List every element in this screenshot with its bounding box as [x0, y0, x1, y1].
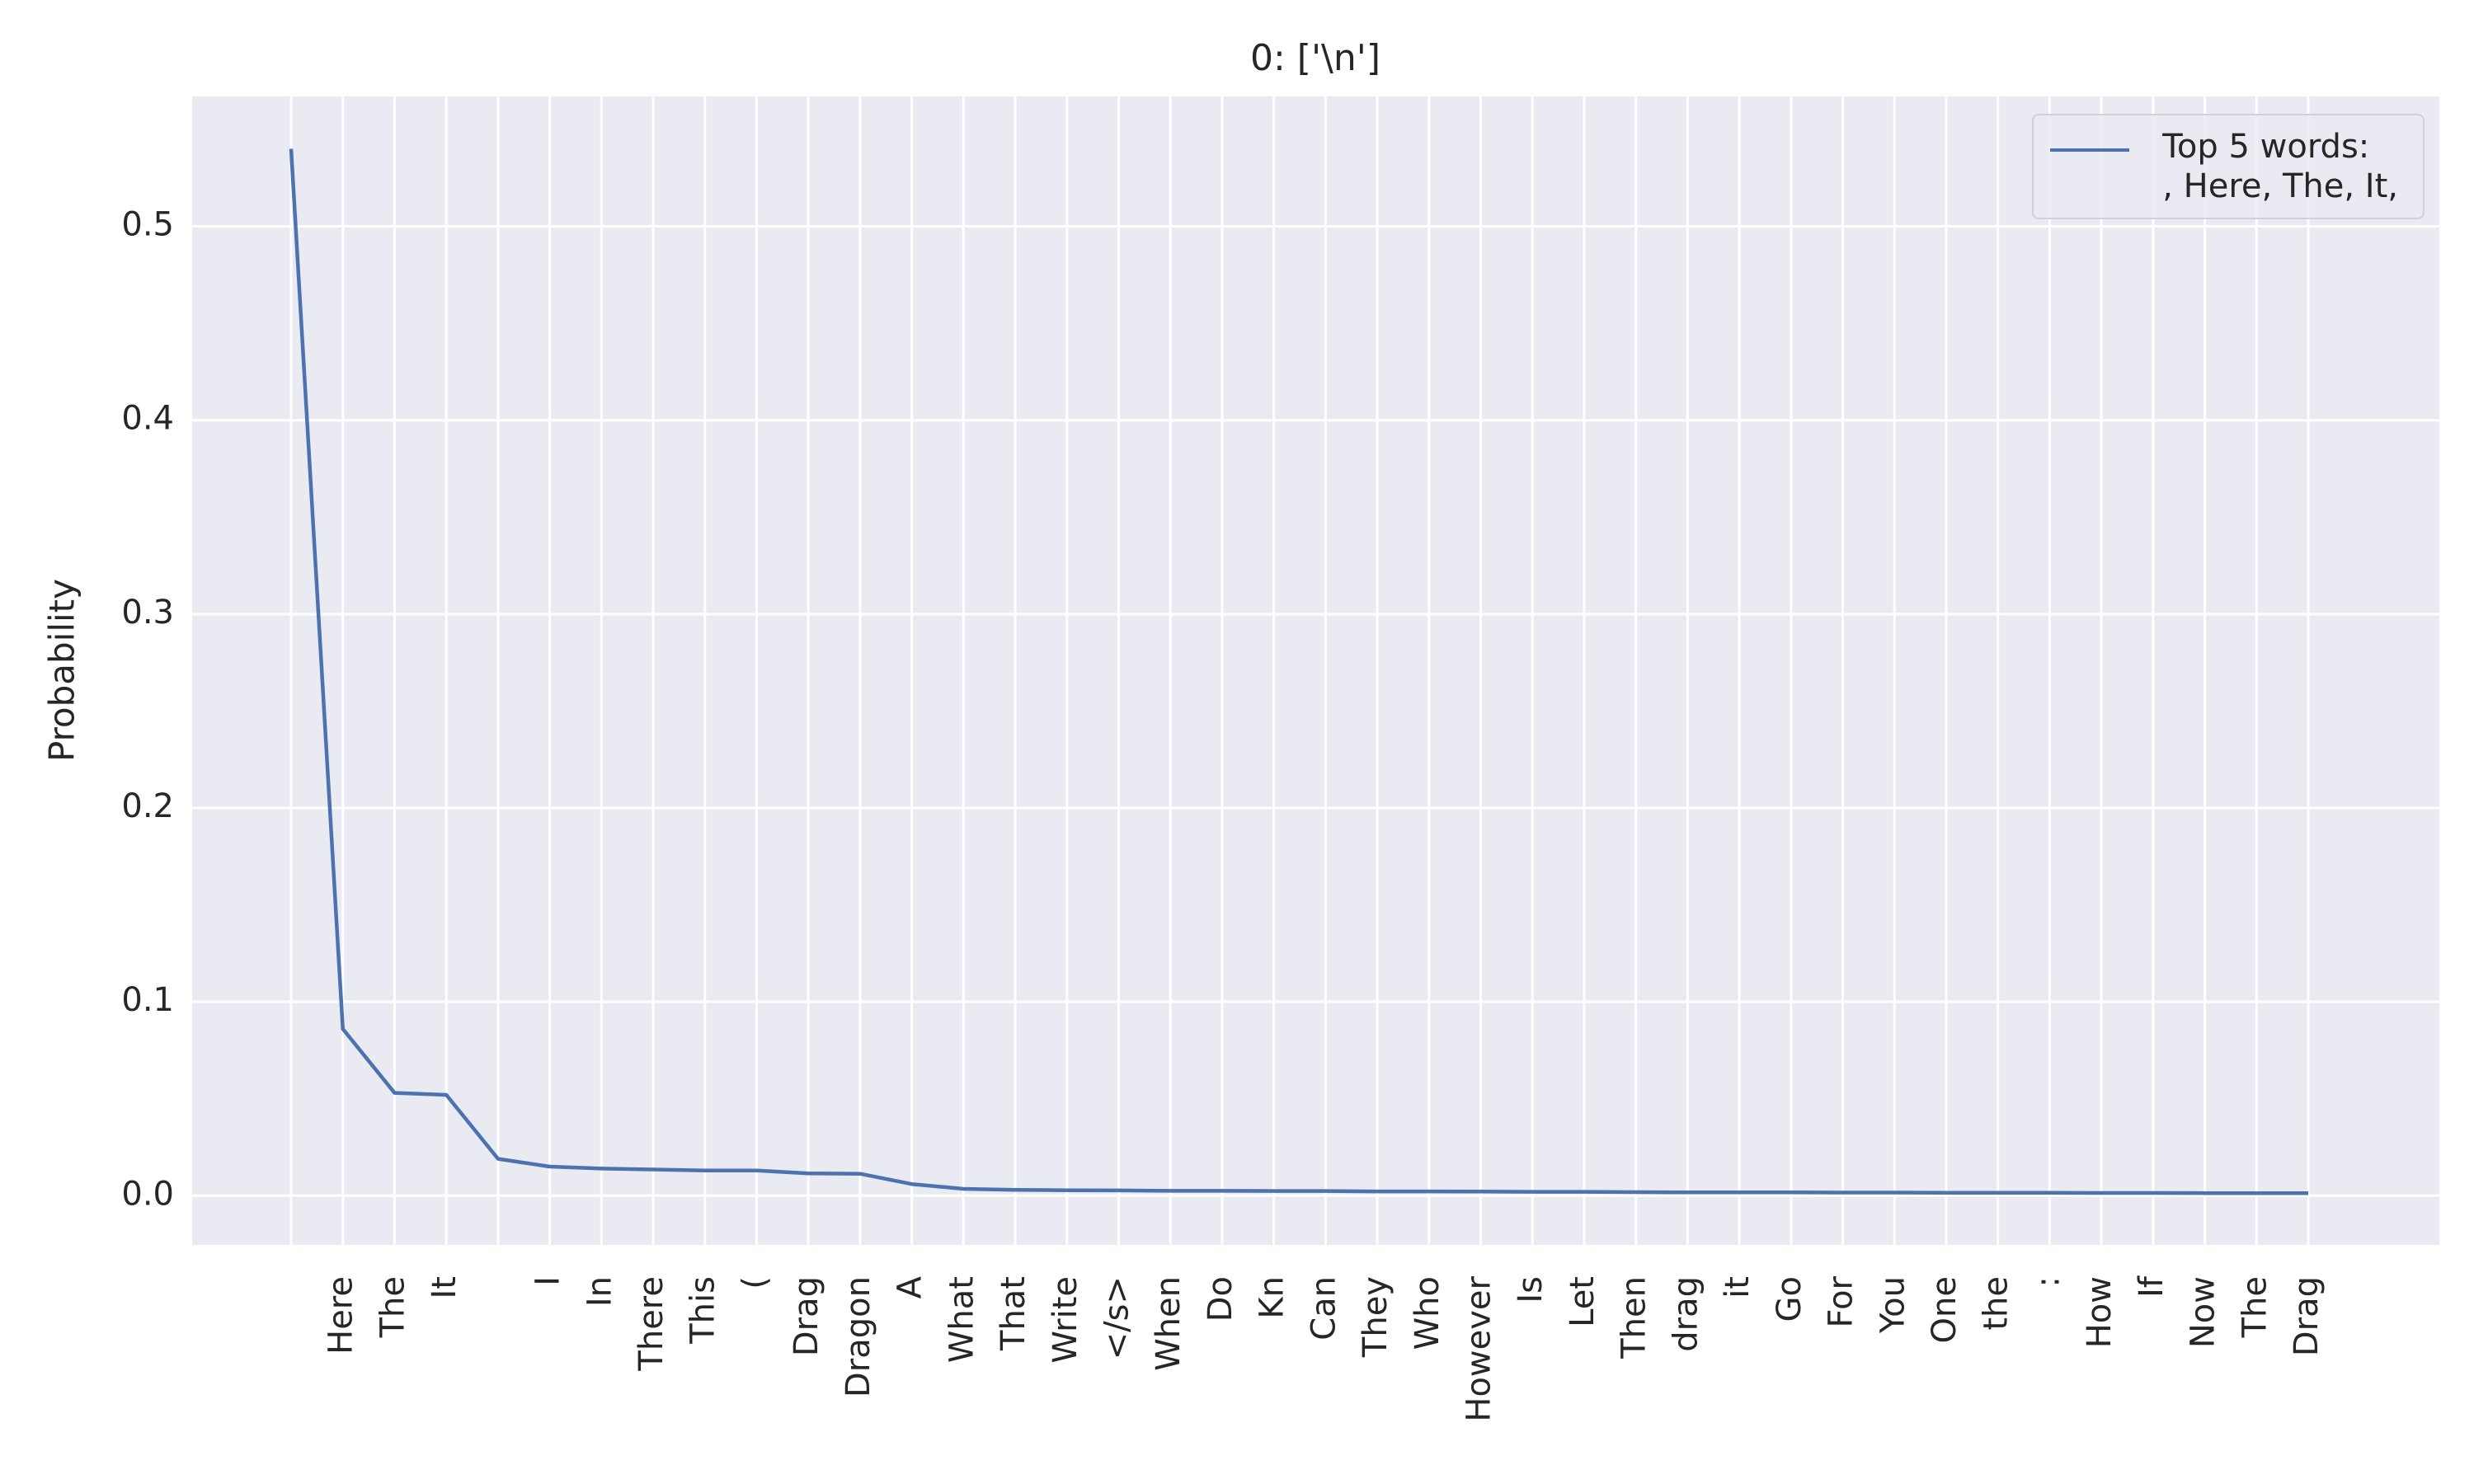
- x-tick-label: </s>: [1098, 1276, 1136, 1360]
- x-tick-label: This: [684, 1276, 722, 1345]
- legend-label: Top 5 words: , Here, The, It,: [2162, 128, 2398, 205]
- x-tick-label: In: [581, 1276, 618, 1307]
- y-axis-label: Probability: [42, 579, 82, 762]
- x-tick-label: The: [2236, 1276, 2274, 1338]
- x-tick-label: Can: [1305, 1276, 1343, 1341]
- x-tick-label: Is: [1512, 1276, 1550, 1303]
- x-tick-label: Kn: [1253, 1276, 1291, 1319]
- x-tick-label: They: [1357, 1276, 1395, 1358]
- x-tick-label: What: [943, 1276, 981, 1363]
- y-tick-label: 0.0: [121, 1175, 174, 1213]
- x-tick-label: :: [2029, 1276, 2067, 1287]
- x-tick-label: (: [736, 1276, 774, 1289]
- x-tick-label: When: [1150, 1276, 1188, 1371]
- x-tick-label: However: [1460, 1275, 1498, 1421]
- legend-swatch: [2050, 148, 2130, 152]
- x-tick-label: Dragon: [840, 1276, 877, 1397]
- x-tick-label: Here: [322, 1276, 360, 1355]
- x-tick-label: There: [633, 1276, 670, 1372]
- x-tick-label: You: [1874, 1276, 1912, 1334]
- x-tick-label: Go: [1771, 1276, 1808, 1322]
- x-tick-label: the: [1978, 1276, 2015, 1331]
- plot-area: [192, 96, 2439, 1245]
- x-tick-label: It: [426, 1276, 463, 1298]
- x-tick-label: Let: [1564, 1276, 1602, 1327]
- data-line: [289, 148, 2308, 1195]
- x-tick-label: Write: [1047, 1276, 1084, 1364]
- x-tick-label: Now: [2185, 1276, 2222, 1348]
- y-tick-label: 0.2: [121, 787, 174, 825]
- x-tick-label: How: [2081, 1276, 2119, 1348]
- x-tick-label: Do: [1202, 1276, 1239, 1322]
- x-tick-label: it: [1719, 1276, 1757, 1298]
- x-tick-label: Then: [1616, 1276, 1653, 1360]
- x-tick-label: That: [995, 1276, 1032, 1351]
- y-tick-label: 0.5: [121, 206, 174, 244]
- x-tick-label: Drag: [788, 1276, 825, 1356]
- x-tick-label: drag: [1667, 1276, 1705, 1352]
- x-tick-label: For: [1823, 1275, 1860, 1327]
- x-tick-label: I: [529, 1276, 567, 1286]
- x-tick-label: A: [891, 1275, 929, 1298]
- x-tick-label: If: [2133, 1275, 2171, 1298]
- x-tick-label: One: [1926, 1276, 1964, 1343]
- chart-title: 0: ['\n']: [1250, 37, 1380, 79]
- x-tick-label: Who: [1409, 1276, 1446, 1350]
- y-tick-label: 0.4: [121, 400, 174, 438]
- x-tick-label: The: [374, 1276, 412, 1338]
- y-tick-label: 0.3: [121, 594, 174, 632]
- x-tick-label: Drag: [2288, 1276, 2326, 1356]
- y-tick-label: 0.1: [121, 981, 174, 1019]
- legend: Top 5 words: , Here, The, It,: [2032, 114, 2425, 219]
